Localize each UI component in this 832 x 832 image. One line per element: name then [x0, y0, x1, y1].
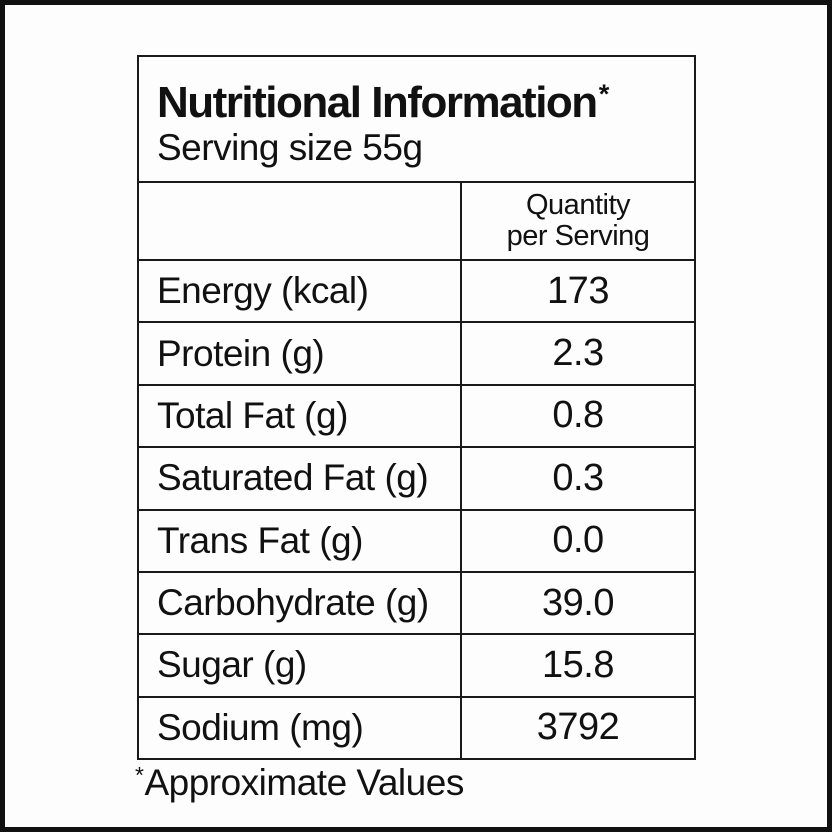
table-header: Nutritional Information* Serving size 55…	[139, 57, 694, 183]
table-row: Trans Fat (g) 0.0	[139, 510, 694, 573]
column-header-row: Quantity per Serving	[139, 183, 694, 261]
serving-size: Serving size 55g	[157, 126, 423, 168]
table-grid: Quantity per Serving Energy (kcal) 173 P…	[139, 183, 694, 758]
nutrient-label: Saturated Fat (g)	[139, 448, 462, 509]
nutrient-label: Carbohydrate (g)	[139, 572, 462, 634]
table-row: Protein (g) 2.3	[139, 323, 694, 386]
table-row: Sugar (g) 15.8	[139, 635, 694, 698]
nutrient-label: Sugar (g)	[139, 635, 462, 696]
nutrition-table: Nutritional Information* Serving size 55…	[137, 55, 696, 760]
table-row: Carbohydrate (g) 39.0	[139, 572, 694, 636]
empty-header-cell	[139, 183, 462, 259]
table-row: Total Fat (g) 0.8	[139, 385, 694, 449]
table-row: Sodium (mg) 3792	[139, 697, 694, 758]
footnote-text: Approximate Values	[144, 762, 464, 803]
title-text: Nutritional Information	[157, 77, 598, 127]
table-row: Saturated Fat (g) 0.3	[139, 448, 694, 511]
nutrient-value: 39.0	[542, 581, 614, 624]
nutrient-value: 173	[547, 269, 609, 312]
footnote-asterisk: *	[135, 762, 144, 788]
nutrient-value: 0.3	[552, 456, 604, 499]
table-row: Energy (kcal) 173	[139, 261, 694, 324]
nutrient-value: 3792	[536, 706, 620, 749]
nutrient-label: Trans Fat (g)	[139, 510, 462, 571]
quantity-header-line2: per Serving	[506, 220, 650, 252]
nutrient-value: 2.3	[552, 332, 604, 375]
quantity-header-line1: Quantity	[526, 189, 631, 221]
nutrient-label: Total Fat (g)	[139, 385, 462, 447]
nutrient-label: Energy (kcal)	[139, 261, 462, 322]
quantity-header-cell: Quantity per Serving	[462, 183, 694, 259]
nutrient-value: 15.8	[542, 643, 614, 686]
nutrient-label: Sodium (mg)	[139, 697, 462, 758]
title-asterisk: *	[598, 77, 610, 109]
nutrient-value: 0.8	[552, 394, 604, 437]
footnote: *Approximate Values	[135, 762, 464, 804]
nutrient-label: Protein (g)	[139, 323, 462, 384]
page-title: Nutritional Information*	[157, 77, 678, 127]
nutrient-value: 0.0	[552, 519, 604, 562]
